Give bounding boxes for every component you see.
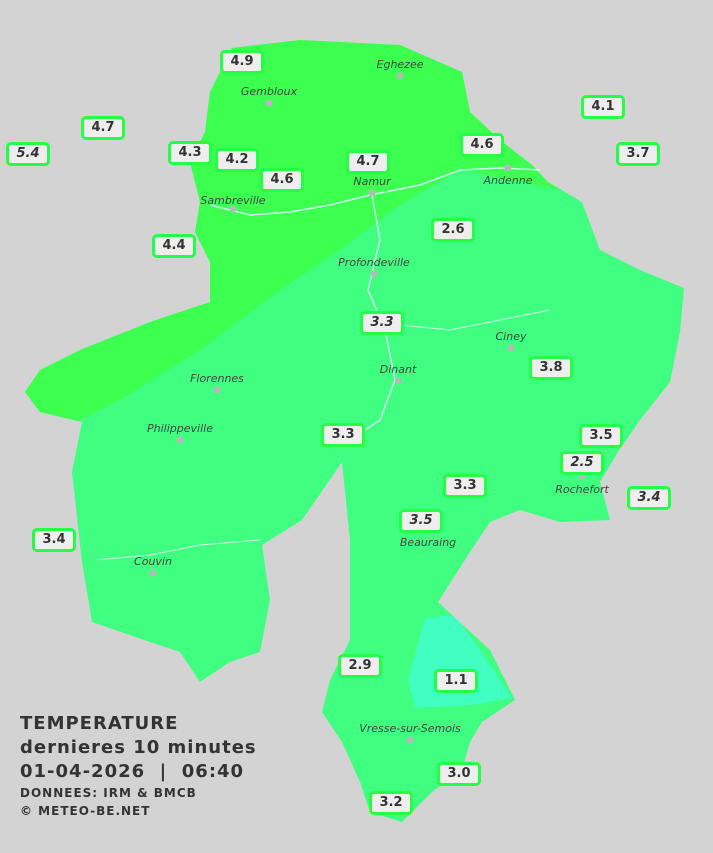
temperature-badge[interactable]: 4.6 — [260, 168, 304, 192]
city-marker — [213, 386, 221, 394]
temperature-badge[interactable]: 3.3 — [443, 474, 487, 498]
temperature-badge[interactable]: 2.9 — [338, 654, 382, 678]
city-marker — [578, 472, 586, 480]
temperature-badge[interactable]: 4.7 — [81, 116, 125, 140]
zone-cold — [408, 615, 512, 708]
legend-source: DONNEES: IRM & BMCB — [20, 786, 197, 800]
city-marker — [229, 205, 237, 213]
temperature-badge[interactable]: 2.5 — [560, 451, 604, 475]
map-legend: TEMPERATURE dernieres 10 minutes 01-04-2… — [20, 712, 257, 820]
temperature-badge[interactable]: 3.4 — [32, 528, 76, 552]
legend-copyright: © METEO-BE.NET — [20, 804, 151, 818]
temperature-badge[interactable]: 3.7 — [616, 142, 660, 166]
legend-datetime: 01-04-2026 | 06:40 — [20, 761, 245, 782]
city-marker — [149, 569, 157, 577]
city-label: Sambreville — [200, 194, 266, 207]
temperature-badge[interactable]: 4.9 — [220, 50, 264, 74]
city-label: Florennes — [190, 372, 244, 385]
city-marker — [504, 164, 512, 172]
city-label: Namur — [353, 175, 391, 188]
city-label: Rochefort — [555, 483, 609, 496]
temperature-badge[interactable]: 3.5 — [399, 509, 443, 533]
temperature-badge[interactable]: 3.8 — [529, 356, 573, 380]
temperature-badge[interactable]: 1.1 — [434, 669, 478, 693]
city-marker — [368, 189, 376, 197]
temperature-badge[interactable]: 4.3 — [168, 141, 212, 165]
legend-title: TEMPERATURE — [20, 713, 179, 734]
river-bocq — [399, 309, 551, 331]
city-label: Profondeville — [338, 256, 410, 269]
border-line — [94, 539, 261, 561]
temperature-badge[interactable]: 3.2 — [369, 791, 413, 815]
city-marker — [265, 99, 273, 107]
city-marker — [394, 377, 402, 385]
temperature-badge[interactable]: 3.3 — [321, 423, 365, 447]
city-marker — [370, 270, 378, 278]
city-marker — [406, 736, 414, 744]
city-marker — [507, 344, 515, 352]
city-label: Couvin — [134, 555, 172, 568]
temperature-badge[interactable]: 4.1 — [581, 95, 625, 119]
city-label: Vresse-sur-Semois — [359, 722, 461, 735]
city-label: Gembloux — [240, 85, 298, 98]
city-label: Philippeville — [147, 422, 213, 435]
city-label: Dinant — [379, 363, 417, 376]
temperature-badge[interactable]: 4.6 — [460, 133, 504, 157]
temperature-badge[interactable]: 5.4 — [6, 142, 50, 166]
temperature-badge[interactable]: 4.7 — [346, 150, 390, 174]
city-label: Ciney — [495, 330, 527, 343]
city-label: Andenne — [483, 174, 533, 187]
temperature-badge[interactable]: 3.0 — [437, 762, 481, 786]
city-label: Beauraing — [399, 536, 457, 549]
temperature-badge[interactable]: 2.6 — [431, 218, 475, 242]
city-marker — [396, 72, 404, 80]
legend-subtitle: dernieres 10 minutes — [20, 737, 257, 758]
temperature-badge[interactable]: 4.4 — [152, 234, 196, 258]
temperature-badge[interactable]: 3.3 — [360, 311, 404, 335]
temperature-badge[interactable]: 3.5 — [579, 424, 623, 448]
temperature-badge[interactable]: 3.4 — [627, 486, 671, 510]
temperature-badge[interactable]: 4.2 — [215, 148, 259, 172]
city-label: Eghezee — [376, 58, 424, 71]
city-marker — [176, 436, 184, 444]
